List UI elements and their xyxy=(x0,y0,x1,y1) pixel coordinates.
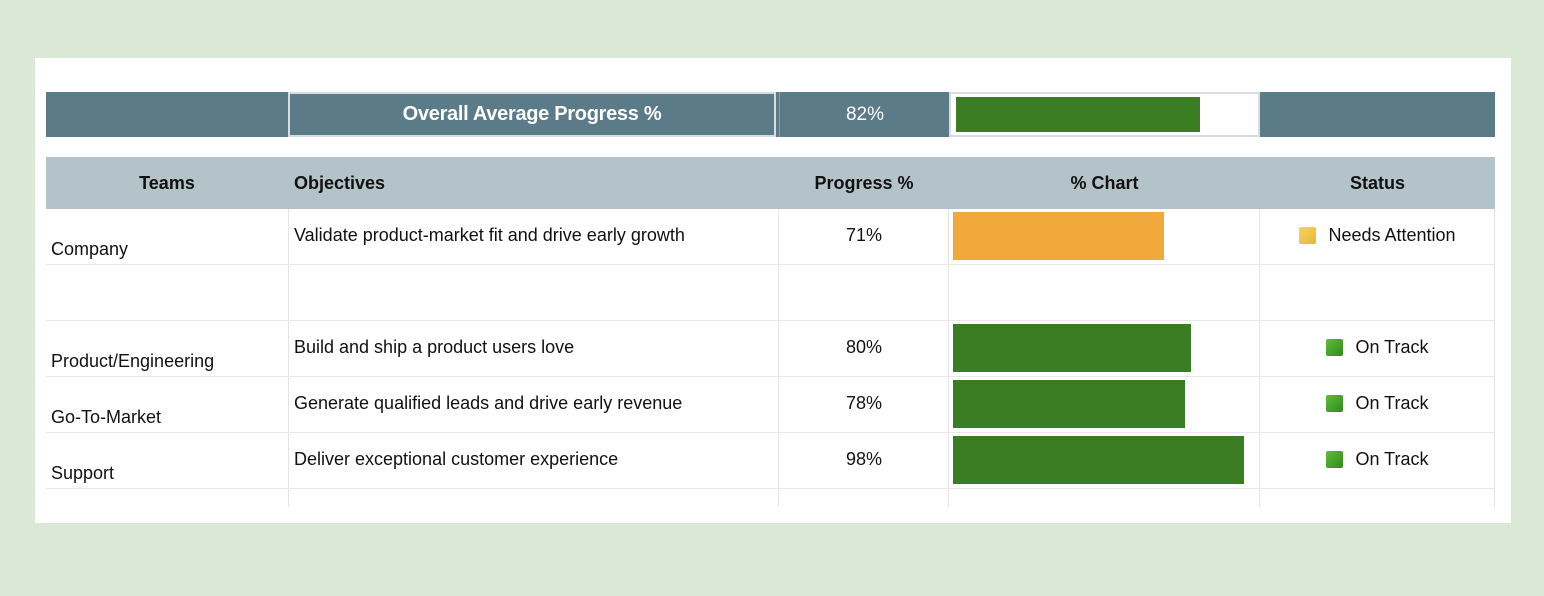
progress-cell[interactable]: 71% xyxy=(845,225,883,245)
column-divider xyxy=(1259,377,1260,432)
column-divider xyxy=(288,433,289,488)
column-divider xyxy=(948,209,949,264)
column-divider xyxy=(948,433,949,488)
column-divider xyxy=(1259,321,1260,376)
column-divider xyxy=(288,265,289,320)
column-divider xyxy=(288,321,289,376)
column-divider xyxy=(1494,377,1495,432)
team-cell[interactable]: Support xyxy=(51,463,115,483)
column-divider xyxy=(1259,433,1260,488)
table-body: Company Validate product-market fit and d… xyxy=(46,209,1495,489)
progress-bar xyxy=(953,212,1164,260)
column-divider xyxy=(778,377,779,432)
objective-cell[interactable]: Build and ship a product users love xyxy=(294,337,575,357)
summary-progress-bar[interactable] xyxy=(949,92,1260,137)
table-trailing-row xyxy=(46,489,1495,507)
progress-cell[interactable]: 78% xyxy=(845,393,883,413)
status-label: On Track xyxy=(1355,337,1429,357)
column-divider xyxy=(1494,209,1495,264)
column-divider xyxy=(778,265,779,320)
table-row xyxy=(46,265,1495,321)
green-square-icon xyxy=(1326,395,1344,412)
status-cell[interactable]: On Track xyxy=(1260,393,1495,414)
table-header: Teams Objectives Progress % % Chart Stat… xyxy=(46,157,1495,209)
summary-row: Overall Average Progress % 82% xyxy=(46,92,1495,137)
table-row: Go-To-Market Generate qualified leads and… xyxy=(46,377,1495,433)
column-divider xyxy=(1494,265,1495,320)
okr-table: Teams Objectives Progress % % Chart Stat… xyxy=(46,157,1495,507)
green-square-icon xyxy=(1326,451,1344,468)
team-cell[interactable]: Company xyxy=(51,239,129,259)
column-divider xyxy=(288,209,289,264)
objective-cell[interactable]: Generate qualified leads and drive early… xyxy=(294,393,683,413)
table-row: Company Validate product-market fit and d… xyxy=(46,209,1495,265)
summary-label[interactable]: Overall Average Progress % xyxy=(288,92,776,137)
yellow-square-icon xyxy=(1299,227,1317,244)
team-cell[interactable]: Product/Engineering xyxy=(51,351,215,371)
progress-cell[interactable]: 98% xyxy=(845,449,883,469)
status-cell[interactable]: On Track xyxy=(1260,337,1495,358)
header-progress[interactable]: Progress % xyxy=(814,172,914,193)
column-divider xyxy=(1259,265,1260,320)
objective-cell[interactable]: Validate product-market fit and drive ea… xyxy=(294,225,685,245)
progress-bar xyxy=(953,436,1244,484)
status-cell[interactable]: Needs Attention xyxy=(1260,225,1495,246)
column-divider xyxy=(778,209,779,264)
column-divider xyxy=(948,265,949,320)
column-divider xyxy=(948,377,949,432)
column-divider xyxy=(778,321,779,376)
header-objectives[interactable]: Objectives xyxy=(294,172,386,193)
green-square-icon xyxy=(1326,339,1344,356)
status-label: Needs Attention xyxy=(1328,225,1456,245)
objective-cell[interactable]: Deliver exceptional customer experience xyxy=(294,449,619,469)
header-status[interactable]: Status xyxy=(1349,172,1405,193)
progress-cell[interactable]: 80% xyxy=(845,337,883,357)
column-divider xyxy=(778,433,779,488)
status-cell[interactable]: On Track xyxy=(1260,449,1495,470)
header-chart[interactable]: % Chart xyxy=(1070,172,1139,193)
team-cell[interactable]: Go-To-Market xyxy=(51,407,162,427)
table-row: Product/Engineering Build and ship a prod… xyxy=(46,321,1495,377)
column-divider xyxy=(1494,321,1495,376)
header-teams[interactable]: Teams xyxy=(139,172,195,193)
column-divider xyxy=(1494,433,1495,488)
progress-bar xyxy=(953,324,1191,372)
column-divider xyxy=(948,321,949,376)
progress-bar xyxy=(953,380,1185,428)
status-label: On Track xyxy=(1355,393,1429,413)
summary-progress-fill xyxy=(956,97,1200,132)
column-divider xyxy=(288,377,289,432)
table-row: Support Deliver exceptional customer expe… xyxy=(46,433,1495,489)
summary-value[interactable]: 82% xyxy=(779,92,951,137)
column-divider xyxy=(1259,209,1260,264)
status-label: On Track xyxy=(1355,449,1429,469)
